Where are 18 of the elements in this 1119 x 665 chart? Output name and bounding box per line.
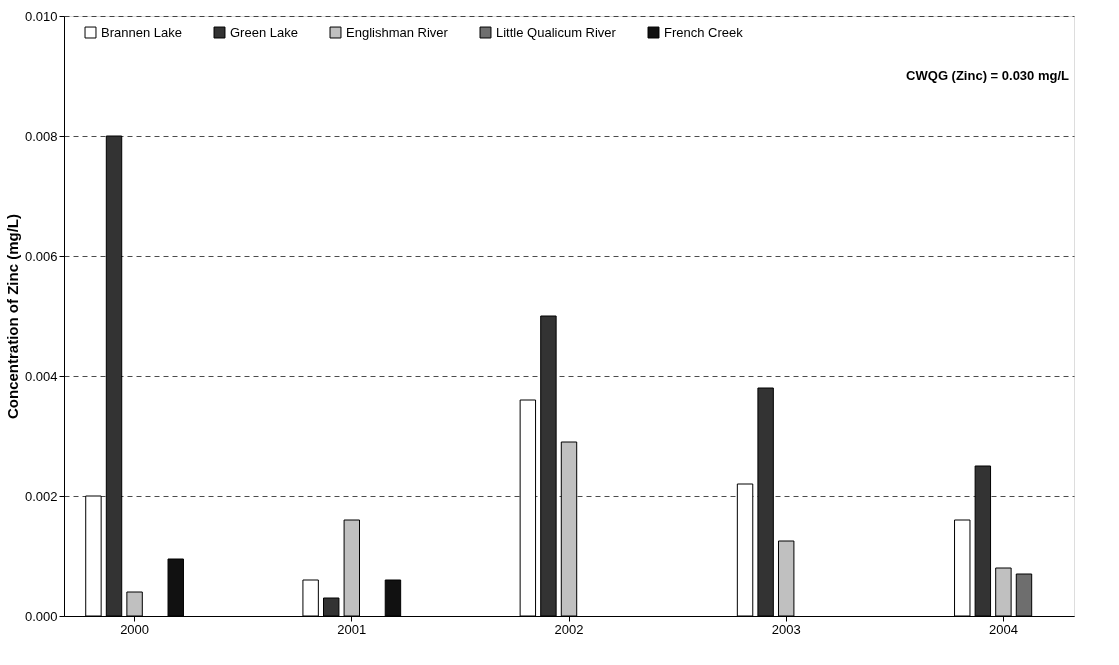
y-tick-label: 0.000 [24, 608, 58, 624]
y-axis-title: Concentration of Zinc (mg/L) [3, 214, 21, 419]
legend-label: Little Qualicum River [496, 24, 617, 40]
legend-label: Brannen Lake [101, 24, 182, 40]
legend-label: Green Lake [230, 24, 298, 40]
x-tick-label: 2003 [771, 621, 801, 637]
x-tick-label: 2002 [554, 621, 584, 637]
y-tick-label: 0.006 [24, 248, 58, 264]
legend-label: French Creek [664, 24, 744, 40]
annotation: CWQG (Zinc) = 0.030 mg/L [906, 68, 1070, 83]
y-tick-label: 0.004 [24, 368, 58, 384]
y-tick-label: 0.008 [24, 128, 58, 144]
x-tick-label: 2001 [337, 621, 367, 637]
x-tick-label: 2000 [120, 621, 150, 637]
x-tick-label: 2004 [988, 621, 1018, 637]
y-tick-label: 0.010 [24, 8, 58, 24]
y-tick-label: 0.002 [24, 488, 58, 504]
legend-label: Englishman River [346, 24, 449, 40]
